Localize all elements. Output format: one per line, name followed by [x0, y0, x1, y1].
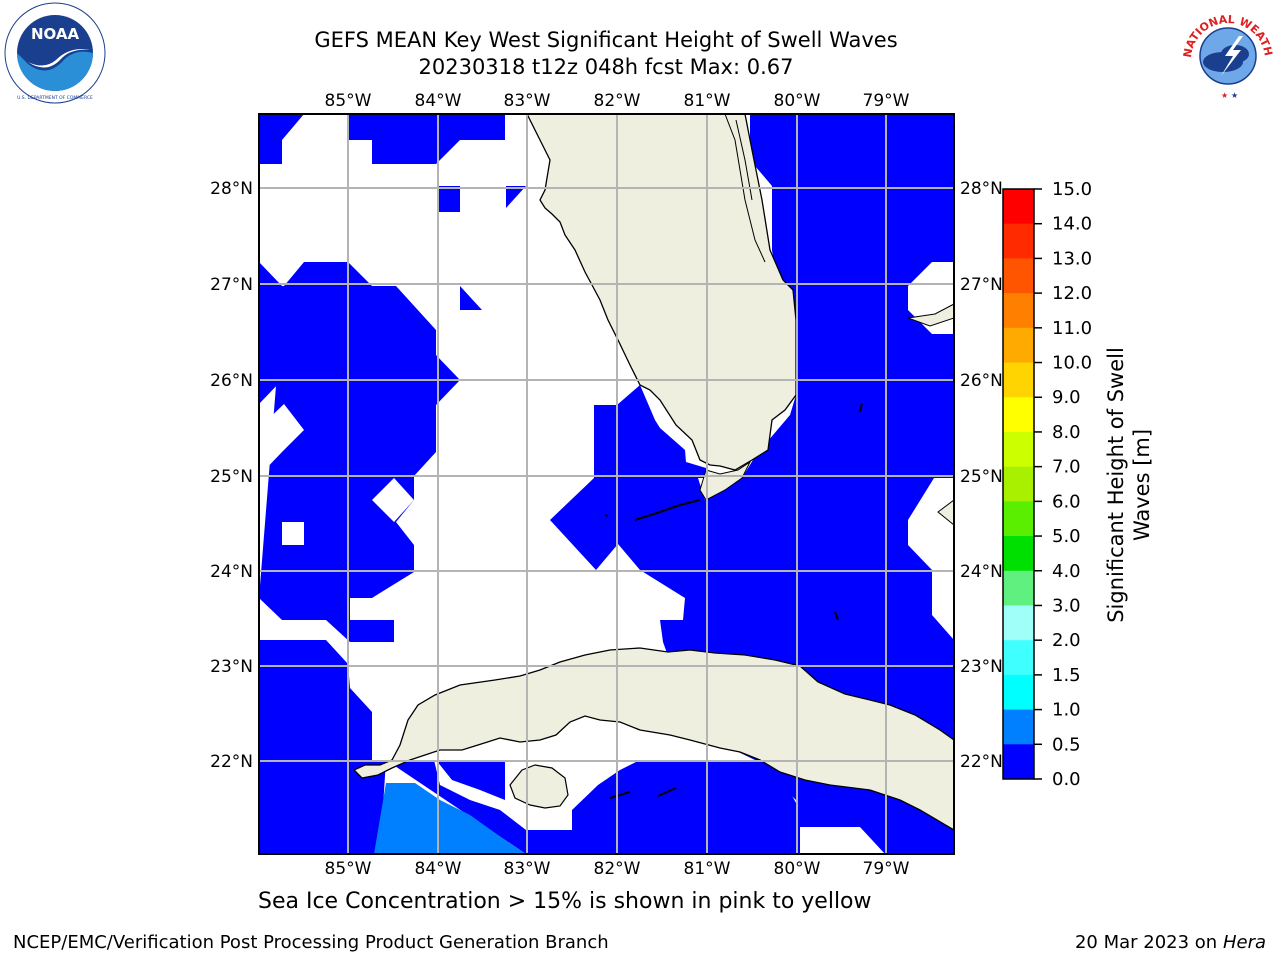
colorbar-tick-label: 10.0	[1052, 353, 1092, 374]
isla-juventud	[509, 764, 569, 809]
colorbar-tick-label: 0.0	[1052, 769, 1081, 790]
colorbar-swatch	[1003, 431, 1034, 468]
colorbar-swatch	[1003, 605, 1034, 641]
lon-label-top: 82°W	[594, 91, 641, 111]
swell-field-0.5-1.0	[374, 783, 526, 854]
colorbar-tick-label: 2.0	[1052, 630, 1081, 651]
chart-subtitle: 20230318 t12z 048h fcst Max: 0.67	[418, 55, 794, 79]
lon-label-bottom: 81°W	[684, 859, 731, 879]
lon-label-bottom: 85°W	[325, 859, 372, 879]
graticule	[259, 114, 954, 854]
footer-machine: Hera	[1222, 932, 1266, 953]
colorbar-swatch	[1003, 709, 1034, 745]
colorbar-tick-label: 0.5	[1052, 734, 1081, 755]
colorbar-tick-label: 12.0	[1052, 283, 1092, 304]
colorbar-tick-label: 1.0	[1052, 700, 1081, 721]
lat-label-left: 26°N	[210, 371, 253, 391]
lat-label-right: 22°N	[960, 752, 1003, 772]
colorbar-swatch	[1003, 536, 1034, 572]
svg-text:★: ★	[1231, 91, 1238, 100]
footer-date-text: 20 Mar 2023 on	[1074, 932, 1218, 953]
lon-label-top: 84°W	[415, 91, 462, 111]
colorbar-swatch	[1003, 674, 1034, 711]
colorbar-tick-label: 7.0	[1052, 457, 1081, 478]
chart-title: GEFS MEAN Key West Significant Height of…	[314, 28, 898, 52]
colorbar-tick-label: 13.0	[1052, 248, 1092, 269]
colorbar-tick-label: 14.0	[1052, 214, 1092, 235]
svg-text:★: ★	[1221, 91, 1228, 100]
colorbar	[1003, 189, 1034, 780]
colorbar-tick-label: 9.0	[1052, 387, 1081, 408]
lat-label-left: 28°N	[210, 179, 253, 199]
colorbar-swatch	[1003, 258, 1034, 294]
lat-label-right: 24°N	[960, 562, 1003, 582]
colorbar-swatch	[1003, 466, 1034, 502]
svg-text:U.S. DEPARTMENT OF COMMERCE: U.S. DEPARTMENT OF COMMERCE	[17, 95, 93, 101]
colorbar-title: Significant Height of Swell	[1104, 347, 1128, 623]
lat-label-right: 27°N	[960, 275, 1003, 295]
colorbar-tick-label: 4.0	[1052, 561, 1081, 582]
lat-label-left: 22°N	[210, 752, 253, 772]
colorbar-swatch	[1003, 189, 1034, 225]
lon-label-bottom: 79°W	[863, 859, 910, 879]
colorbar-swatch	[1003, 223, 1034, 259]
colorbar-swatch	[1003, 744, 1034, 780]
colorbar-tick-label: 5.0	[1052, 526, 1081, 547]
lat-label-left: 24°N	[210, 562, 253, 582]
colorbar-tick-label: 3.0	[1052, 595, 1081, 616]
lat-label-right: 23°N	[960, 657, 1003, 677]
lon-label-top: 80°W	[774, 91, 821, 111]
map-area	[259, 114, 954, 854]
lon-label-bottom: 84°W	[415, 859, 462, 879]
colorbar-swatch	[1003, 293, 1034, 329]
lon-label-bottom: 82°W	[594, 859, 641, 879]
footer-date: 20 Mar 2023 on Hera	[1075, 932, 1266, 953]
lat-label-left: 23°N	[210, 657, 253, 677]
colorbar-swatch	[1003, 501, 1034, 537]
lat-label-left: 27°N	[210, 275, 253, 295]
colorbar-frame	[1002, 188, 1035, 780]
lon-label-bottom: 80°W	[774, 859, 821, 879]
cuba-land	[352, 647, 954, 831]
colorbar-tick-label: 11.0	[1052, 318, 1092, 339]
nws-logo: NATIONAL WEATHER SERVICE ★ ★	[1177, 2, 1278, 103]
footer-credit: NCEP/EMC/Verification Post Processing Pr…	[13, 932, 609, 953]
lon-label-top: 81°W	[684, 91, 731, 111]
colorbar-tick-label: 15.0	[1052, 179, 1092, 200]
noaa-logo: NOAA U.S. DEPARTMENT OF COMMERCE	[4, 2, 106, 104]
colorbar-tick-label: 1.5	[1052, 665, 1081, 686]
colorbar-swatch	[1003, 327, 1034, 364]
swell-field-0-0.5	[259, 114, 954, 854]
colorbar-tick-label: 8.0	[1052, 422, 1081, 443]
sea-ice-note: Sea Ice Concentration > 15% is shown in …	[258, 889, 872, 914]
lon-label-bottom: 83°W	[504, 859, 551, 879]
colorbar-tick-label: 6.0	[1052, 491, 1081, 512]
colorbar-swatch	[1003, 397, 1034, 433]
lat-label-left: 25°N	[210, 467, 253, 487]
colorbar-title-units: Waves [m]	[1130, 429, 1154, 541]
colorbar-swatch	[1003, 362, 1034, 398]
lat-label-right: 25°N	[960, 467, 1003, 487]
lon-label-top: 85°W	[325, 91, 372, 111]
colorbar-labels: 15.0 14.0 13.0 12.0 11.0 10.0 9.0 8.0 7.0 6.0 5.0 4…	[1034, 179, 1092, 790]
colorbar-swatch	[1003, 640, 1034, 676]
noaa-logo-text: NOAA	[31, 25, 80, 43]
lat-label-right: 28°N	[960, 179, 1003, 199]
lon-label-top: 83°W	[504, 91, 551, 111]
lon-label-top: 79°W	[863, 91, 910, 111]
map-frame	[258, 113, 955, 855]
lat-label-right: 26°N	[960, 371, 1003, 391]
colorbar-swatch	[1003, 570, 1034, 606]
